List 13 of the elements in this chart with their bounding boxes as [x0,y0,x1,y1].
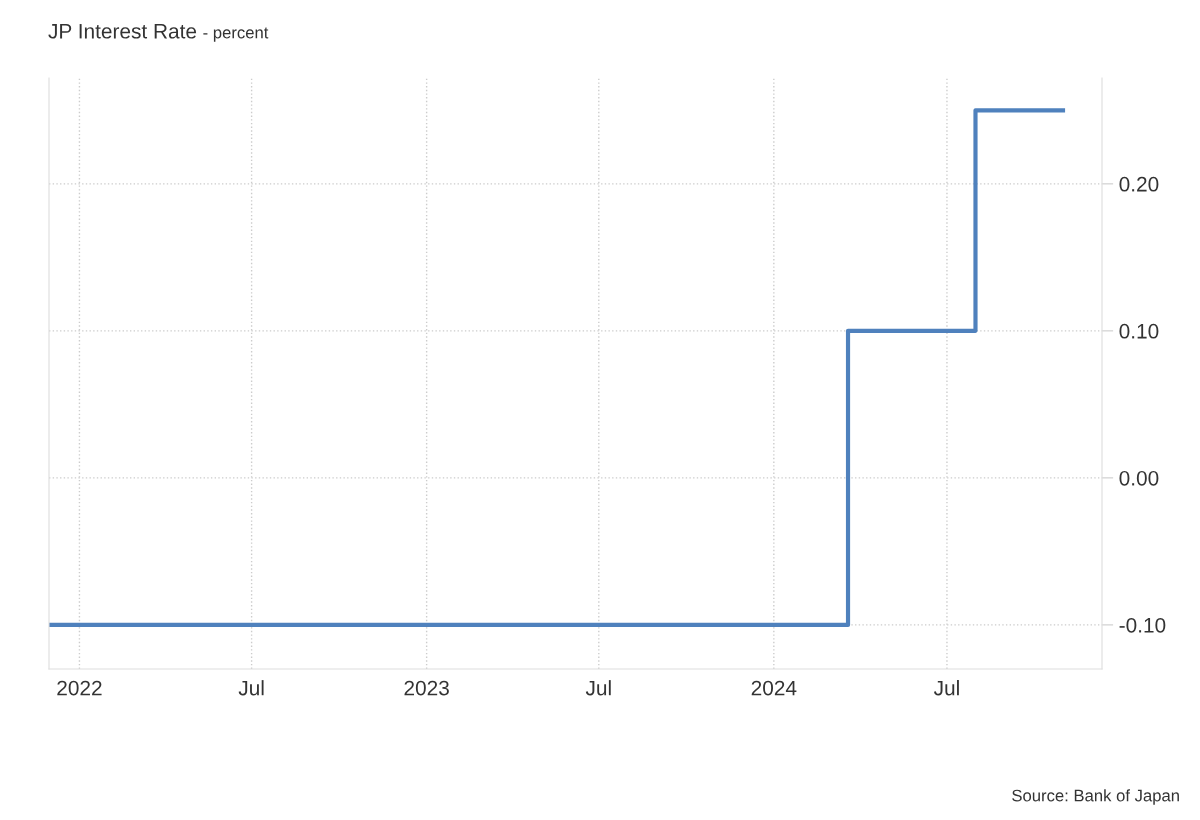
chart-title: JP Interest Rate [48,24,197,39]
y-tick-label: 0.10 [1119,323,1159,339]
source-note: Source: Bank of Japan [1012,789,1179,805]
y-tick-label: -0.10 [1119,617,1166,633]
chart-subtitle: - percent [203,27,269,42]
x-tick-label: 2024 [751,680,797,696]
y-tick-label: 0.20 [1119,176,1159,192]
x-tick-label: Jul [933,680,959,696]
x-tick-label: 2023 [404,680,449,696]
x-tick-label: Jul [238,680,264,696]
y-tick-label: 0.00 [1119,470,1159,486]
x-tick-label: Jul [585,680,611,696]
x-tick-label: 2022 [57,680,102,696]
